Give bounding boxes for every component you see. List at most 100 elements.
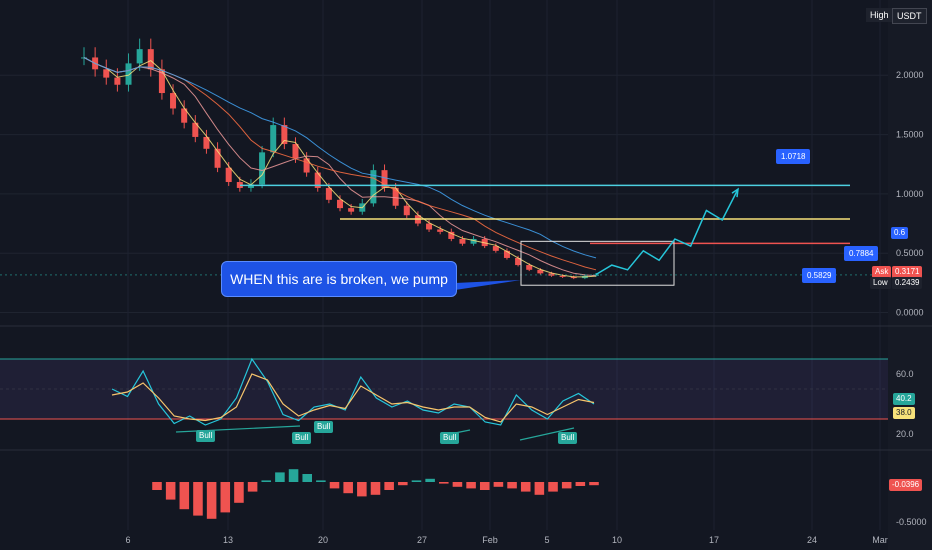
date-tick-label: Mar bbox=[872, 535, 888, 545]
candle-body bbox=[136, 49, 143, 64]
rsi-tick-label: 60.0 bbox=[896, 369, 914, 379]
candle-body bbox=[503, 250, 510, 258]
level-2-label[interactable]: 0.7884 bbox=[844, 246, 879, 261]
macd-bar bbox=[343, 482, 353, 494]
candle-body bbox=[103, 69, 110, 78]
candle-body bbox=[170, 93, 177, 109]
macd-bar bbox=[398, 482, 408, 486]
candle-body bbox=[492, 246, 499, 251]
rsi-line bbox=[111, 357, 595, 426]
date-tick-label: Feb bbox=[482, 535, 498, 545]
rsi-pane[interactable]: 60.0 20.0 bbox=[0, 357, 914, 441]
low-value: 0.2439 bbox=[892, 277, 923, 289]
macd-bar bbox=[357, 482, 367, 497]
projection-path bbox=[595, 188, 739, 276]
candle-body bbox=[526, 265, 533, 270]
date-tick-label: 13 bbox=[223, 535, 233, 545]
macd-bar bbox=[575, 482, 586, 486]
macd-bar bbox=[452, 482, 463, 487]
date-tick-label: 6 bbox=[125, 535, 130, 545]
date-tick-label: 10 bbox=[612, 535, 622, 545]
currency-label[interactable]: USDT bbox=[892, 8, 927, 24]
macd-bar bbox=[561, 482, 572, 489]
macd-bar bbox=[152, 482, 162, 490]
macd-bar bbox=[179, 482, 190, 510]
macd-bar bbox=[247, 482, 258, 492]
price-mode-label[interactable]: High bbox=[866, 8, 893, 22]
moving-average-line bbox=[83, 57, 597, 259]
macd-bar bbox=[220, 482, 231, 513]
price-axis: 2.0000 1.5000 1.0000 0.5000 0.0000 bbox=[896, 70, 924, 317]
macd-bar bbox=[425, 478, 435, 482]
candle-body bbox=[281, 125, 288, 145]
macd-bar bbox=[411, 480, 422, 482]
bull-divergence-line bbox=[519, 427, 575, 441]
macd-bar bbox=[548, 482, 558, 492]
candle-body bbox=[270, 125, 277, 153]
macd-bar bbox=[384, 482, 394, 490]
price-tick-label: 2.0000 bbox=[896, 70, 924, 80]
ask-value: 0.3171 bbox=[892, 266, 923, 278]
macd-bar bbox=[370, 482, 381, 495]
ask-tag: Ask bbox=[872, 266, 892, 278]
bull-label-3: Bull bbox=[314, 421, 334, 433]
rsi-tick-label: 20.0 bbox=[896, 429, 914, 439]
candle-body bbox=[537, 269, 544, 274]
macd-bar bbox=[479, 482, 490, 490]
candle-body bbox=[147, 49, 154, 70]
candle-body bbox=[181, 108, 188, 123]
candle-body bbox=[203, 136, 210, 149]
date-axis: 6 13 20 27 Feb 5 10 17 24 Mar bbox=[125, 535, 887, 545]
candle-body bbox=[114, 77, 121, 85]
annotation-callout[interactable]: WHEN this are is broken, we pump bbox=[221, 261, 457, 297]
candle-body bbox=[348, 208, 355, 212]
candle-body bbox=[225, 167, 232, 183]
macd-bar bbox=[288, 469, 299, 482]
date-tick-label: 17 bbox=[709, 535, 719, 545]
candle-body bbox=[314, 172, 321, 188]
level-4-tag: 0.6 bbox=[891, 227, 909, 239]
candle-body bbox=[403, 205, 410, 216]
candle-body bbox=[437, 229, 444, 232]
price-pane[interactable] bbox=[0, 38, 932, 290]
price-tick-label: 0.0000 bbox=[896, 308, 924, 318]
candle-body bbox=[325, 187, 332, 200]
bull-label-4: Bull bbox=[440, 432, 460, 444]
candle-body bbox=[247, 184, 254, 188]
macd-bar bbox=[165, 482, 176, 500]
candle-body bbox=[548, 273, 555, 276]
price-tick-label: 1.5000 bbox=[896, 130, 924, 140]
macd-bar bbox=[520, 482, 531, 492]
level-3-label[interactable]: 0.5829 bbox=[802, 268, 837, 283]
candle-body bbox=[125, 63, 132, 85]
candle-body bbox=[236, 182, 243, 188]
macd-bar bbox=[275, 472, 285, 482]
macd-bar bbox=[439, 482, 449, 484]
macd-bar bbox=[234, 482, 244, 503]
callout-pointer bbox=[455, 280, 521, 290]
candle-body bbox=[559, 275, 566, 277]
date-tick-label: 24 bbox=[807, 535, 817, 545]
candle-body bbox=[303, 158, 310, 173]
macd-bar bbox=[534, 482, 545, 495]
candle-body bbox=[392, 187, 399, 206]
candle-body bbox=[570, 276, 577, 279]
moving-average-line bbox=[83, 57, 597, 278]
macd-bar bbox=[302, 474, 312, 482]
signal-value-tag: 38.0 bbox=[893, 407, 915, 419]
macd-bar bbox=[193, 482, 203, 516]
date-tick-label: 27 bbox=[417, 535, 427, 545]
macd-pane[interactable]: -0.5000 bbox=[152, 469, 927, 527]
candle-body bbox=[448, 231, 455, 239]
macd-bar bbox=[261, 480, 272, 482]
moving-average-line bbox=[83, 57, 597, 277]
macd-bar bbox=[493, 482, 504, 487]
date-tick-label: 20 bbox=[318, 535, 328, 545]
candle-body bbox=[337, 199, 343, 209]
breakout-box bbox=[520, 240, 675, 286]
level-1-label[interactable]: 1.0718 bbox=[776, 149, 811, 164]
macd-bar bbox=[507, 482, 517, 489]
bull-label-1: Bull bbox=[196, 430, 216, 442]
macd-bar bbox=[329, 482, 340, 489]
